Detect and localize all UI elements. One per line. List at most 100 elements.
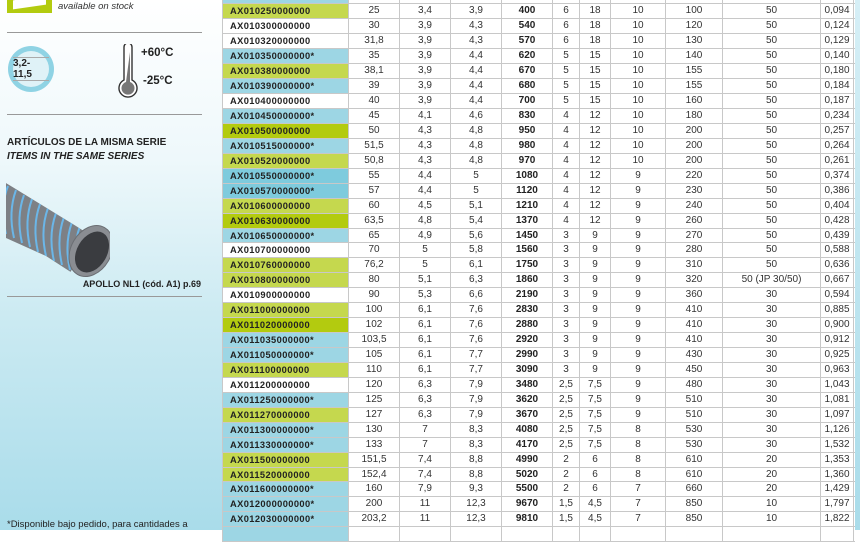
- length-cell: 30: [723, 392, 821, 407]
- cell-10-cell: 0,386: [821, 183, 854, 198]
- diameter-cell: 39: [349, 79, 400, 94]
- page-edge: [855, 0, 860, 530]
- wall-thickness-cell: 3,9: [400, 19, 451, 34]
- weight-cell: 1750: [502, 258, 553, 273]
- outer-thickness-cell: 7,9: [451, 377, 502, 392]
- weight-cell: 540: [502, 19, 553, 34]
- cell-10-cell: 0,261: [821, 153, 854, 168]
- table-row: AX010450000000* 45 4,1 4,6 830 4 12 10 180 50 0,23…: [222, 109, 855, 124]
- product-table: AX010250000000 25 3,4 3,9 400 6 18 10 100 50 0,094…: [222, 0, 855, 542]
- weight-cell: 2880: [502, 318, 553, 333]
- outer-thickness-cell: 7,7: [451, 348, 502, 362]
- weight-cell: 1450: [502, 228, 553, 243]
- cell-8-cell: 140: [666, 49, 723, 64]
- bend-radius-cell: 9: [611, 303, 666, 318]
- cell-10-cell: 1,353: [821, 452, 854, 467]
- pressure-burst-cell: 7,5: [580, 407, 611, 422]
- length-cell: 50: [723, 213, 821, 228]
- length-cell: 30: [723, 333, 821, 347]
- weight-cell: 1080: [502, 168, 553, 183]
- table-row: AX010800000000 80 5,1 6,3 1860 3 9 9 320 50 (JP 3…: [222, 273, 855, 289]
- length-cell: 50: [723, 19, 821, 34]
- pressure-burst-cell: 18: [580, 34, 611, 49]
- pressure-work-cell: 3: [553, 273, 580, 288]
- product-code-cell: AX011200000000: [222, 377, 349, 392]
- pressure-burst-cell: 7,5: [580, 377, 611, 392]
- cell-8-cell: 130: [666, 34, 723, 49]
- weight-cell: 1370: [502, 213, 553, 228]
- weight-cell: 830: [502, 109, 553, 123]
- bend-radius-cell: 10: [611, 49, 666, 64]
- cell-10-cell: 0,925: [821, 348, 854, 362]
- length-cell: 50: [723, 183, 821, 198]
- bend-radius-cell: 10: [611, 94, 666, 108]
- cell-8-cell: 200: [666, 138, 723, 153]
- pressure-work-cell: 2,5: [553, 422, 580, 437]
- cell-8-cell: 510: [666, 407, 723, 422]
- pressure-burst-cell: 12: [580, 198, 611, 213]
- bend-radius-cell: 10: [611, 153, 666, 168]
- weight-cell: 1560: [502, 243, 553, 258]
- cell-10-cell: 1,126: [821, 422, 854, 437]
- outer-thickness-cell: 8,8: [451, 467, 502, 482]
- outer-thickness-cell: 9,3: [451, 482, 502, 497]
- cell-8-cell: 120: [666, 19, 723, 34]
- cell-10-cell: 0,129: [821, 34, 854, 49]
- outer-thickness-cell: 7,9: [451, 392, 502, 407]
- pressure-work-cell: 2,5: [553, 437, 580, 452]
- cell-8-cell: 660: [666, 482, 723, 497]
- length-cell: 50: [723, 138, 821, 153]
- pressure-work-cell: 5: [553, 79, 580, 94]
- table-row: AX011500000000 151,5 7,4 8,8 4990 2 6 8 610 20 1,3…: [222, 452, 855, 468]
- wall-thickness-cell: 6,1: [400, 333, 451, 347]
- hose-image: [6, 183, 110, 277]
- diameter-cell: 63,5: [349, 213, 400, 228]
- diameter-cell: 40: [349, 94, 400, 108]
- outer-thickness-cell: 5,1: [451, 198, 502, 213]
- bend-radius-cell: 9: [611, 183, 666, 198]
- diameter-cell: 90: [349, 288, 400, 303]
- diameter-cell: 70: [349, 243, 400, 258]
- wall-thickness-cell: 3,9: [400, 94, 451, 108]
- pressure-work-cell: 2,5: [553, 407, 580, 422]
- cell-10-cell: 0,667: [821, 273, 854, 288]
- cell-8-cell: 530: [666, 437, 723, 452]
- wall-thickness-cell: 4,4: [400, 168, 451, 183]
- pressure-burst-cell: 9: [580, 362, 611, 377]
- pressure-burst-cell: 15: [580, 64, 611, 79]
- diameter-cell: 50: [349, 123, 400, 138]
- bend-radius-cell: 9: [611, 362, 666, 377]
- bend-radius-cell: 9: [611, 198, 666, 213]
- length-cell: [723, 527, 821, 542]
- diameter-cell: 45: [349, 109, 400, 123]
- bend-radius-cell: 9: [611, 392, 666, 407]
- pressure-work-cell: 3: [553, 303, 580, 318]
- bend-radius-cell: 10: [611, 79, 666, 94]
- product-code-cell: AX010900000000: [222, 288, 349, 303]
- diameter-cell: 51,5: [349, 138, 400, 153]
- length-cell: 30: [723, 377, 821, 392]
- weight-cell: 4170: [502, 437, 553, 452]
- outer-thickness-cell: 5: [451, 168, 502, 183]
- series-heading-en: ITEMS IN THE SAME SERIES: [7, 151, 145, 162]
- cell-8-cell: 610: [666, 452, 723, 467]
- outer-thickness-cell: 5: [451, 183, 502, 198]
- pressure-burst-cell: 7,5: [580, 392, 611, 407]
- outer-thickness-cell: 12,3: [451, 497, 502, 512]
- related-item-caption[interactable]: APOLLO NL1 (cód. A1) p.69: [82, 279, 201, 289]
- table-row: AX011300000000* 130 7 8,3 4080 2,5 7,5 8 530 30 1,…: [222, 422, 855, 438]
- length-cell: 50: [723, 168, 821, 183]
- weight-cell: [502, 0, 553, 4]
- outer-thickness-cell: 6,3: [451, 273, 502, 288]
- cell-10-cell: 0,180: [821, 64, 854, 79]
- product-code-cell: AX010700000000: [222, 243, 349, 258]
- length-cell: 50: [723, 258, 821, 273]
- cell-10-cell: 0,257: [821, 123, 854, 138]
- table-row: AX011035000000* 103,5 6,1 7,6 2920 3 9 9 410 30 0,…: [222, 333, 855, 348]
- outer-thickness-cell: 8,3: [451, 437, 502, 452]
- bend-radius-cell: 7: [611, 482, 666, 497]
- pressure-work-cell: 2: [553, 482, 580, 497]
- length-cell: 50: [723, 243, 821, 258]
- product-code-cell: AX011100000000: [222, 362, 349, 377]
- wall-thickness-cell: 4,5: [400, 198, 451, 213]
